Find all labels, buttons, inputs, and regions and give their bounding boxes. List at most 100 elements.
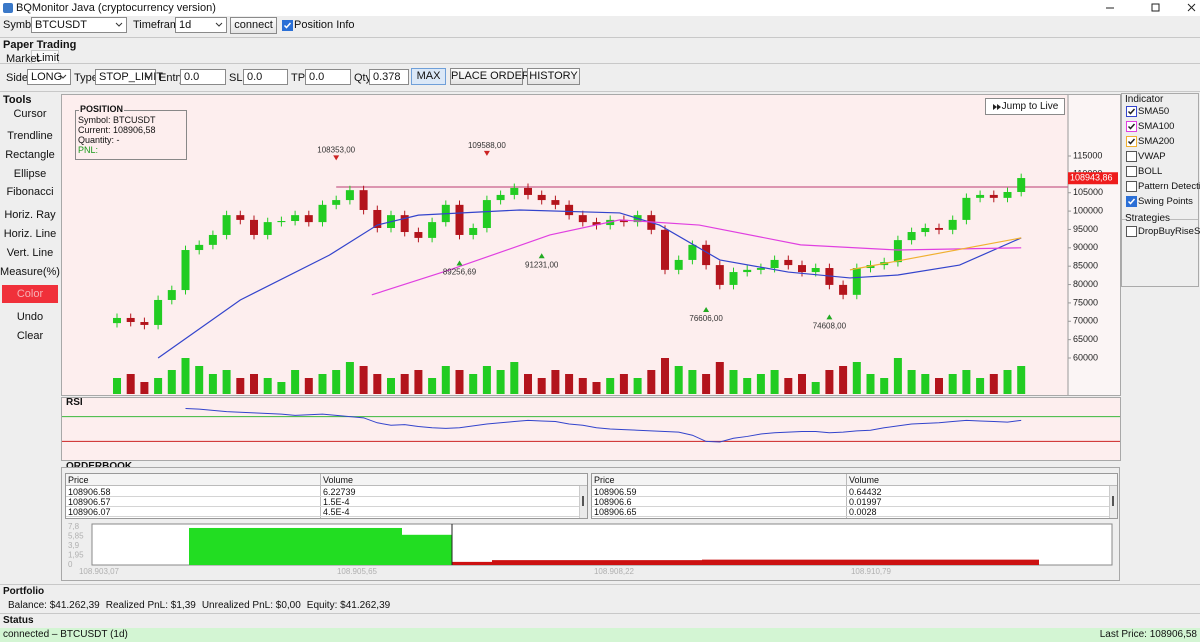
tool-button[interactable]: Clear [16, 330, 44, 342]
candle-body [208, 234, 217, 245]
volume-bar [140, 382, 149, 394]
separator [0, 584, 1200, 585]
strategy-checkbox[interactable] [1126, 226, 1137, 237]
tool-button[interactable]: Horiz. Line [3, 228, 57, 240]
candle-body [236, 215, 245, 220]
tool-button[interactable]: Horiz. Ray [4, 209, 56, 221]
tp-input[interactable]: 0.0 [305, 69, 351, 85]
volume-bar [195, 366, 204, 394]
sma-line [371, 219, 1022, 296]
indicator-checkbox[interactable] [1126, 121, 1137, 132]
price-tick-label: 115000 [1073, 150, 1102, 160]
indicator-checkbox[interactable] [1126, 136, 1137, 147]
app-icon [3, 3, 13, 13]
combo-arrow [144, 74, 152, 79]
side-combo[interactable]: LONG [27, 69, 71, 85]
connect-button[interactable]: connect [230, 17, 277, 34]
qty-input[interactable]: 0.378 [369, 69, 409, 85]
place-order-button[interactable]: PLACE ORDER [450, 68, 530, 85]
tool-button[interactable]: Undo [16, 311, 44, 323]
tool-button[interactable]: Measure(%) [0, 266, 60, 278]
candle-body [126, 317, 135, 323]
swing-label: 91231,00 [525, 260, 559, 269]
position-info-checkbox[interactable] [282, 20, 293, 31]
column-header: Volume [849, 475, 880, 485]
price-tick-label: 95000 [1073, 224, 1098, 234]
volume-bar [387, 378, 395, 394]
price-cell: 108906.07 [68, 507, 111, 517]
indicator-checkbox[interactable] [1126, 196, 1137, 207]
swing-label: 74608,00 [813, 321, 847, 330]
row-line [66, 506, 579, 507]
volume-bar [661, 358, 669, 394]
candle-body [715, 265, 724, 285]
volume-bar [688, 370, 697, 394]
portfolio-item: Unrealized PnL: $0,00 [201, 600, 301, 611]
depth-y-label: 7,8 [68, 522, 80, 531]
history-button[interactable]: HISTORY [527, 68, 580, 85]
indicator-checkbox[interactable] [1126, 106, 1137, 117]
position-line: Current: 108906,58 [78, 125, 156, 135]
portfolio-row: Balance: $41.262,39 Realized PnL: $1,39 Un… [8, 600, 390, 611]
tool-button[interactable]: Color [16, 288, 44, 300]
volume-bar [496, 370, 505, 394]
position-info-label: Position Info [294, 19, 355, 31]
row-line [592, 506, 1109, 507]
candle-body [263, 222, 272, 235]
price-cell: 108906.6 [594, 497, 632, 507]
type-combo[interactable]: STOP_LIMIT [95, 69, 163, 85]
tool-button[interactable]: Vert. Line [6, 247, 54, 259]
indicator-checkbox[interactable] [1126, 181, 1137, 192]
indicator-checkbox[interactable] [1126, 151, 1137, 162]
position-line: Symbol: BTCUSDT [78, 115, 156, 125]
tool-button[interactable]: Cursor [13, 108, 47, 120]
indicator-label: SMA100 [1138, 121, 1175, 132]
candle-body [839, 284, 848, 295]
volume-bar [839, 366, 848, 394]
window-controls [1106, 3, 1196, 12]
volume-bar [606, 378, 615, 394]
volume-bar [154, 378, 163, 394]
tools-title: Tools [3, 94, 32, 106]
indicator-label: Pattern Detection [1138, 181, 1200, 192]
candle-body [496, 194, 505, 201]
candle-body [400, 215, 409, 233]
separator [0, 613, 1200, 614]
tool-button[interactable]: Rectangle [5, 149, 55, 161]
volume-bar [784, 378, 793, 394]
timeframe-combo[interactable]: 1d [175, 17, 227, 33]
max-button[interactable]: MAX [411, 68, 446, 85]
sl-input[interactable]: 0.0 [243, 69, 288, 85]
depth-x-label: 108.905,65 [337, 567, 378, 576]
table-header [66, 474, 587, 486]
volume-bar [373, 374, 382, 394]
row-line [66, 516, 579, 517]
tab: Limit [36, 52, 60, 64]
tool-button[interactable]: Trendline [7, 130, 53, 142]
volume-bar [126, 374, 135, 394]
candle-body [688, 244, 697, 260]
candle-body [893, 240, 902, 263]
checkmark [1127, 198, 1136, 205]
candle-body [852, 268, 861, 295]
jump-to-live-button[interactable]: Jump to Live [985, 98, 1065, 115]
volume-bar [537, 378, 546, 394]
candle-body [661, 229, 669, 270]
tool-button[interactable]: Ellipse [13, 168, 47, 180]
side-label: Side: [6, 72, 32, 84]
candle-body [332, 200, 341, 205]
candle-body [619, 219, 628, 223]
tool-button[interactable]: Fibonacci [6, 186, 54, 198]
symbol-combo[interactable]: BTCUSDT [31, 17, 127, 33]
price-tick-label: 70000 [1073, 316, 1098, 326]
candle-body [524, 187, 532, 195]
sma-line [157, 209, 1022, 359]
volume-bar [181, 358, 190, 394]
volume-bar [167, 370, 176, 394]
ask-depth [702, 559, 1039, 565]
entry-input[interactable]: 0.0 [180, 69, 226, 85]
swing-low-marker [538, 253, 545, 259]
indicator-checkbox[interactable] [1126, 166, 1137, 177]
candle-body [551, 200, 560, 205]
